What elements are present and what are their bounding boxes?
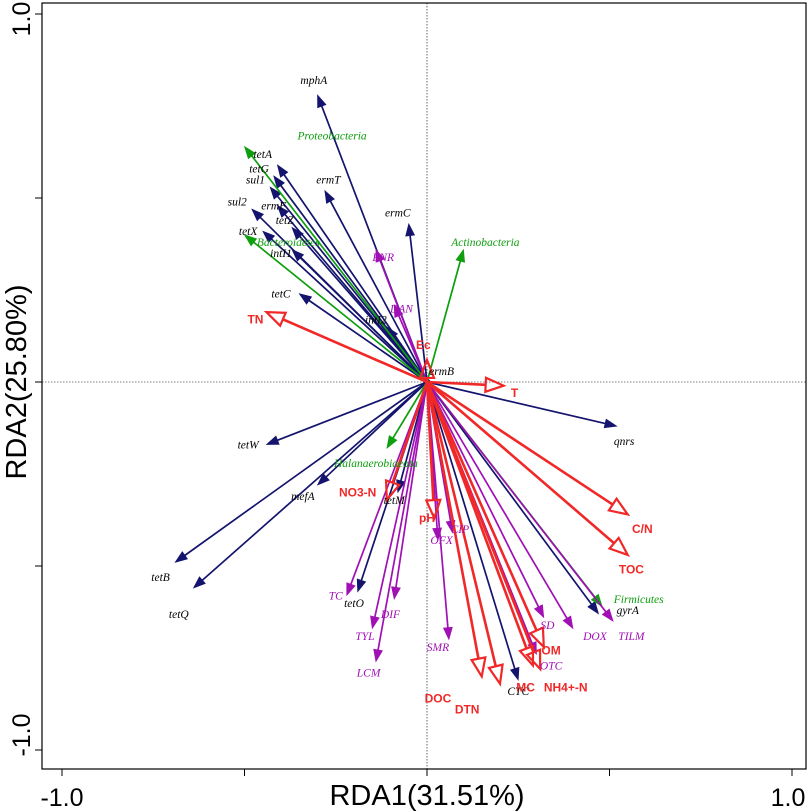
- vector-ec: [418, 356, 436, 382]
- vector-inti1: [291, 248, 428, 383]
- label-om: OM: [541, 644, 560, 658]
- label-qnrs: qnrs: [614, 436, 635, 448]
- label-halanaerobiaeota: Halanaerobiaeota: [333, 458, 418, 470]
- x-tick-label-min: -1.0: [40, 784, 83, 812]
- label-cip: CIP: [451, 524, 470, 536]
- label-firmicutes: Firmicutes: [613, 594, 664, 606]
- label-teto: tetO: [344, 598, 364, 610]
- vector-tetw: [265, 381, 428, 445]
- label-tyl: TYL: [355, 631, 374, 643]
- vector-ph: [424, 381, 442, 522]
- label-ermc: ermC: [385, 208, 411, 220]
- label-inti2: intI2: [365, 314, 387, 326]
- vector-halanaerobiaeota: [386, 381, 428, 449]
- label-toc: TOC: [619, 563, 644, 577]
- label-tilm: TILM: [618, 631, 646, 643]
- vector-ermt: [324, 189, 428, 383]
- vectors-layer: [174, 94, 631, 687]
- vector-teta: [276, 164, 428, 383]
- label-tetb: tetB: [151, 572, 170, 584]
- vector-dif: [391, 381, 428, 600]
- label-doc: DOC: [425, 691, 452, 705]
- vector-toc: [426, 381, 631, 557]
- label-actinobacteria: Actinobacteria: [450, 237, 520, 249]
- vector-tn: [263, 310, 428, 384]
- label-sul2: sul2: [228, 197, 247, 209]
- vector-tetb: [174, 381, 428, 563]
- vector-ermc: [405, 222, 428, 383]
- y-tick-label-min: -1.0: [8, 713, 36, 756]
- label-tc: TC: [329, 590, 343, 602]
- vector-tyl: [370, 381, 428, 630]
- label-tetx: tetX: [239, 226, 258, 238]
- vector-no3-n: [384, 381, 429, 503]
- label-inti1: intI1: [270, 248, 292, 260]
- label-no3-n: NO3-N: [339, 485, 376, 499]
- vector-ctc: [426, 381, 520, 681]
- vector-nh4-n: [425, 381, 542, 672]
- label-mpha: mphA: [300, 75, 328, 87]
- label-tetg: tetG: [249, 164, 269, 176]
- label-proteobacteria: Proteobacteria: [296, 130, 366, 142]
- label-dtn: DTN: [455, 703, 480, 717]
- label-tetq: tetQ: [169, 609, 189, 621]
- label-ctc: CTC: [507, 686, 529, 698]
- label-tetz: tetZ: [276, 215, 294, 227]
- vector-qnrs: [426, 381, 618, 429]
- label-lcm: LCM: [356, 668, 382, 680]
- label-mc: MC: [516, 680, 535, 694]
- vector-t: [426, 376, 507, 394]
- label-ermb: ermB: [429, 366, 454, 378]
- label-ermt: ermT: [316, 175, 342, 187]
- vector-actinobacteria: [426, 248, 465, 383]
- label-enr: ENR: [371, 252, 394, 264]
- label-bacteroidetes: Bacteroidetes: [257, 237, 320, 249]
- vector-tetq: [192, 381, 428, 589]
- vector-bacteroidetes: [243, 234, 428, 383]
- label-gyra: gyrA: [617, 605, 640, 617]
- vector-lcm: [373, 381, 428, 663]
- label-dif: DIF: [380, 609, 401, 621]
- vector-dox: [426, 381, 574, 630]
- axis-ticks: [35, 13, 793, 776]
- label-tetw: tetW: [238, 440, 260, 452]
- label-tetm: tetM: [384, 495, 406, 507]
- vector-om: [425, 381, 546, 650]
- label-ec: Ec: [416, 338, 431, 352]
- label-dan: DAN: [389, 303, 414, 315]
- vector-gyra: [426, 381, 600, 615]
- vector-tetx: [262, 230, 428, 383]
- vector-dtn: [425, 381, 504, 687]
- x-axis-title: RDA1(31.51%): [329, 780, 524, 812]
- label-teta: tetA: [253, 149, 272, 161]
- label-c-n: C/N: [632, 522, 653, 536]
- y-axis-title: RDA2(25.80%): [1, 284, 33, 479]
- label-sul1: sul1: [246, 175, 265, 187]
- label-dox: DOX: [582, 631, 608, 643]
- vector-c-n: [426, 380, 631, 517]
- y-tick-label-max: 1.0: [8, 2, 36, 37]
- vector-sd: [426, 381, 545, 619]
- label-tetc: tetC: [271, 289, 290, 301]
- label-nh4-n: NH4+-N: [544, 680, 588, 694]
- label-ermf: ermF: [261, 200, 287, 212]
- label-ph: pH: [419, 511, 435, 525]
- vector-proteobacteria: [243, 145, 428, 383]
- label-mefa: mefA: [291, 491, 316, 503]
- x-tick-label-max: 1.0: [771, 784, 806, 812]
- vector-tilm: [426, 381, 614, 622]
- vector-doc: [425, 381, 487, 680]
- vector-tetz: [291, 226, 428, 383]
- label-otc: OTC: [540, 660, 563, 672]
- label-sd: SD: [540, 620, 555, 632]
- label-tn: TN: [247, 312, 263, 326]
- label-ofx: OFX: [430, 535, 453, 547]
- label-t: T: [511, 386, 519, 400]
- vector-tetc: [298, 293, 428, 383]
- label-smr: SMR: [427, 642, 449, 654]
